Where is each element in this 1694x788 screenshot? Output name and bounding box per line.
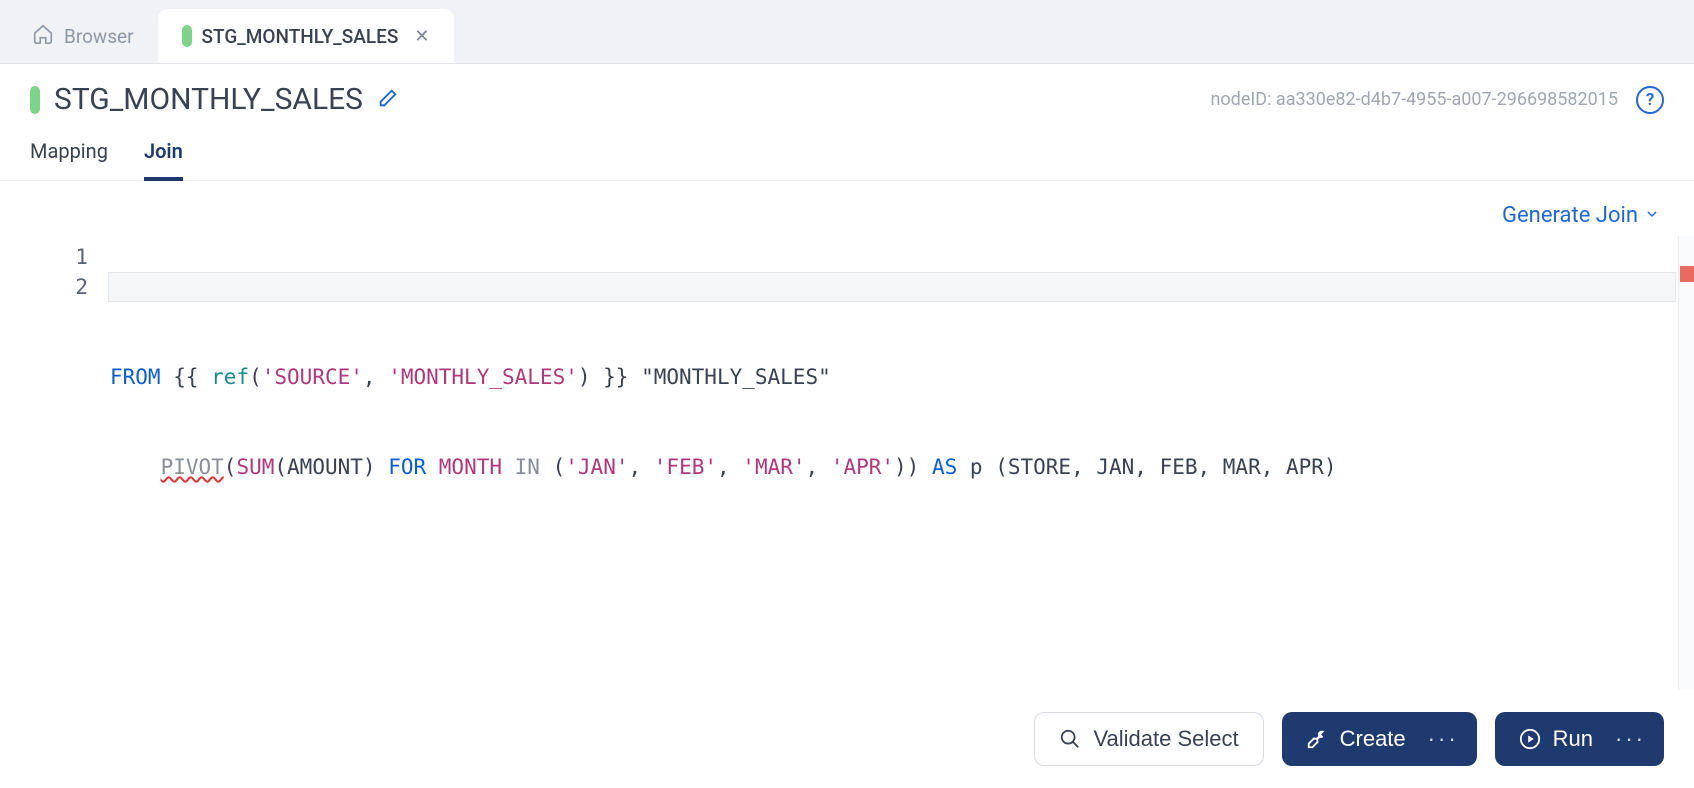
tab-mapping[interactable]: Mapping (30, 139, 108, 180)
create-label: Create (1340, 726, 1406, 752)
node-id-label: nodeID: aa330e82-d4b7-4955-a007-29669858… (1210, 89, 1618, 110)
subtabs: Mapping Join (0, 125, 1694, 181)
generate-join-label: Generate Join (1502, 203, 1638, 228)
footer-actions: Validate Select Create ··· Run ··· (0, 690, 1694, 788)
tab-browser[interactable]: Browser (8, 9, 158, 63)
wrench-icon (1306, 728, 1328, 750)
title-row: STG_MONTHLY_SALES nodeID: aa330e82-d4b7-… (0, 64, 1694, 125)
code-line-2: PIVOT(SUM(AMOUNT) FOR MONTH IN ('JAN', '… (110, 452, 1676, 482)
tabs-bar: Browser STG_MONTHLY_SALES ✕ (0, 0, 1694, 64)
run-more-icon[interactable]: ··· (1615, 726, 1646, 752)
node-type-pill-icon (30, 86, 40, 114)
code-line-1: FROM {{ ref('SOURCE', 'MONTHLY_SALES') }… (110, 362, 1676, 392)
editor-area: Generate Join 1 2 FROM {{ ref('SOURCE', … (0, 181, 1694, 788)
edit-icon[interactable] (377, 87, 399, 113)
home-icon (32, 23, 54, 50)
play-icon (1519, 728, 1541, 750)
validate-select-label: Validate Select (1093, 726, 1238, 752)
tab-browser-label: Browser (64, 25, 134, 48)
tab-active[interactable]: STG_MONTHLY_SALES ✕ (158, 9, 454, 63)
run-button[interactable]: Run ··· (1495, 712, 1664, 766)
run-label: Run (1553, 726, 1593, 752)
create-more-icon[interactable]: ··· (1428, 726, 1459, 752)
info-icon[interactable] (1634, 242, 1656, 264)
help-icon[interactable]: ? (1636, 86, 1664, 114)
tab-join[interactable]: Join (144, 139, 183, 181)
node-type-pill-icon (182, 25, 192, 47)
error-marker-icon[interactable] (1680, 266, 1694, 282)
generate-join-link[interactable]: Generate Join (1502, 203, 1660, 228)
page-title: STG_MONTHLY_SALES (54, 82, 363, 117)
search-check-icon (1059, 728, 1081, 750)
validate-select-button[interactable]: Validate Select (1034, 712, 1263, 766)
chevron-down-icon (1644, 203, 1660, 228)
tab-active-label: STG_MONTHLY_SALES (202, 25, 399, 48)
active-line-highlight (108, 272, 1676, 302)
main-panel: STG_MONTHLY_SALES nodeID: aa330e82-d4b7-… (0, 64, 1694, 788)
create-button[interactable]: Create ··· (1282, 712, 1477, 766)
close-icon[interactable]: ✕ (414, 26, 429, 47)
